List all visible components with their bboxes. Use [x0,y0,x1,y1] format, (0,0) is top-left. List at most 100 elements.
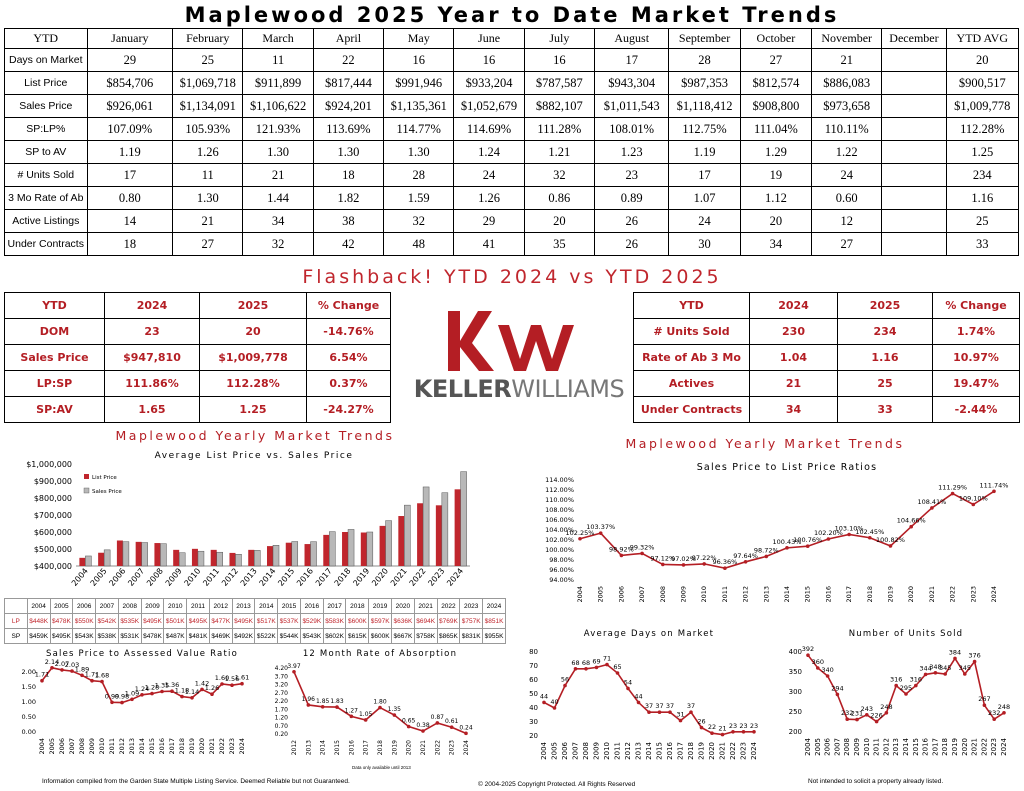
table-cell: 107.09% [86,117,174,141]
table-cell: $469K [208,628,233,644]
y-tick-label: 96.00% [549,566,574,574]
bar-sales-price [404,504,411,567]
bar-list-price [360,532,367,566]
table-cell: 38 [312,209,385,233]
table-row: SP:LP% 107.09% 105.93% 121.93% 113.69% 114.77… [4,117,1020,141]
data-point [100,679,104,684]
table-cell: 1.29 [739,140,813,164]
data-label: 1.18 [175,687,189,695]
x-tick-label: 2016 [666,741,674,759]
table-row: Sales Price $926,061 $1,134,091 $1,106,622 $… [4,94,1020,118]
data-point [661,562,665,567]
bar-sales-price [366,531,374,567]
data-label: 44 [634,692,642,700]
column-header: 2023 [459,598,484,614]
row-label: SP to AV [4,140,88,164]
data-label: 1.71 [85,671,99,679]
data-point [805,544,810,548]
row-label: Sales Price [4,94,88,118]
units-sold-chart: Number of Units Sold 200 250 300 350 400 392 36… [789,629,1011,756]
table-cell: 27 [811,232,883,256]
x-tick-label: 2011 [201,567,221,588]
data-point [464,731,468,736]
table-cell: 1.25 [945,140,1020,164]
chart-title: Sales Price to List Price Ratios [697,462,878,473]
table-cell: 1.04 [749,344,838,371]
table-cell: $900,517 [945,71,1020,95]
table-cell: $908,800 [739,94,813,118]
table-row: Under Contracts 18 27 32 42 48 41 35 26 30 34 27 33 [4,232,1020,256]
table-row: SP $459K $495K $543K $538K $531K $478K $487K $48… [4,628,506,644]
column-header: June [453,28,525,49]
y-tick-label: 3.70 [275,673,289,680]
data-point [449,725,454,730]
table-cell: 112.75% [668,117,741,141]
x-tick-label: 2012 [220,567,240,588]
x-tick-label: 2004 [576,586,584,603]
y-tick-label: $600,000 [34,528,72,537]
table-cell: 33 [837,396,933,423]
table-cell: 1.16 [837,344,933,371]
table-cell [881,71,947,95]
table-cell: 1.30 [172,186,244,210]
data-label: 111.29% [938,484,967,492]
y-tick-label: 100.00% [545,546,574,554]
table-cell: 234 [945,163,1020,187]
table-cell: $529K [299,613,324,629]
data-label: 97.64% [733,552,758,560]
data-label: 345 [939,664,951,672]
data-point [563,683,567,688]
y-tick-label: 108.00% [545,506,574,514]
table-row: List Price $854,706 $1,069,718 $911,899 $817… [4,71,1020,95]
data-point [406,724,411,729]
table-cell: 16 [453,48,525,72]
y-tick-label: 110.00% [545,496,574,504]
table-cell: $882,107 [523,94,596,118]
x-tick-label: 2005 [597,586,605,603]
chart-title: Sales Price to Assessed Value Ratio [46,649,238,659]
bar-sales-price [141,542,148,567]
comparison-table-right: YTD 2024 2025% Change # Units Sold 230 234 1.… [633,292,1020,423]
table-cell: $583K [322,613,347,629]
table-cell: $492K [231,628,256,644]
page-title: Maplewood 2025 Year to Date Market Trend… [184,3,840,27]
table-cell: 33 [945,232,1020,256]
y-tick-label: 2.00 [22,668,36,676]
column-header: 2011 [186,598,210,614]
x-tick-label: 2019 [951,738,959,756]
column-header: 2025 [199,292,307,319]
chart-title: 12 Month Rate of Absorption [303,649,457,659]
table-cell: 1.25 [199,396,307,423]
table-cell: $1,118,412 [668,94,741,118]
data-availability-note: Data only available until 2013 [352,765,411,770]
data-label: 376 [968,652,980,660]
x-tick-label: 2008 [582,742,590,760]
table-cell: $517K [254,613,279,629]
table-cell: $477K [208,613,233,629]
bar-list-price [266,546,273,566]
bar-list-price [323,534,330,566]
table-cell: 16 [383,48,455,72]
data-point [953,656,957,661]
keller-williams-wordmark: KELLERWILLIAMS [413,375,625,403]
data-point [702,562,706,566]
table-cell: $544K [277,628,301,644]
column-header: % Change [306,292,391,319]
yearly-price-table: 2004 2005 2006 2007 2008 2009 2010 2011 2012 2013… [4,598,506,644]
x-tick-label: 2019 [351,567,371,588]
x-tick-label: 2016 [824,586,832,603]
y-tick-label: $800,000 [34,494,72,503]
x-tick-label: 2019 [887,586,895,603]
data-point [874,719,879,724]
x-tick-label: 2022 [980,738,988,756]
bar-list-price [98,552,105,566]
x-tick-label: 2010 [603,742,611,760]
column-header: August [593,28,670,49]
y-tick-label: 2.70 [275,690,289,697]
y-tick-label: 60 [529,676,538,684]
table-cell: $1,134,091 [172,94,244,118]
data-label: 44 [540,692,548,700]
x-tick-label: 2024 [750,741,758,759]
table-cell: 1.59 [383,186,455,210]
column-header: YTD AVG [945,28,1020,49]
